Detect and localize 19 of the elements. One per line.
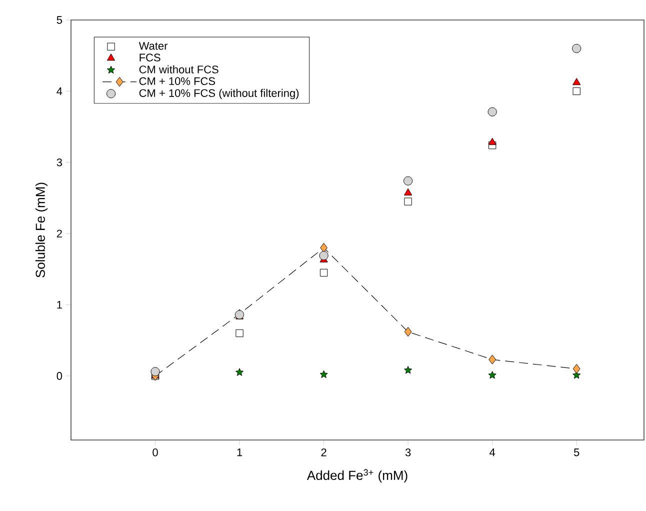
- x-tick-label: 2: [321, 448, 326, 456]
- legend-label: CM + 10% FCS (without filtering): [139, 88, 299, 100]
- x-tick-label: 1: [237, 448, 242, 456]
- legend-label: Water: [138, 42, 168, 50]
- y-tick-label: 5: [56, 16, 62, 24]
- x-tick-label: 0: [152, 448, 158, 456]
- y-tick-label: 2: [56, 230, 62, 238]
- legend-label: FCS: [140, 54, 160, 62]
- legend-label: CM + 10% FCS: [139, 77, 216, 86]
- y-tick-label: 1: [57, 300, 62, 309]
- x-tick-label: 5: [574, 448, 580, 456]
- y-tick-label: 4: [56, 87, 62, 95]
- x-axis-title: Added Fe$^{3+}$ (mM): [306, 469, 408, 483]
- y-tick-label: 3: [56, 158, 62, 166]
- x-tick-label: 4: [490, 448, 496, 456]
- legend-label: CM without FCS: [139, 65, 218, 74]
- y-tick-label: 0: [56, 372, 62, 380]
- y-axis-title: Soluble Fe (mM): [35, 182, 48, 278]
- x-tick-label: 3: [405, 448, 411, 456]
